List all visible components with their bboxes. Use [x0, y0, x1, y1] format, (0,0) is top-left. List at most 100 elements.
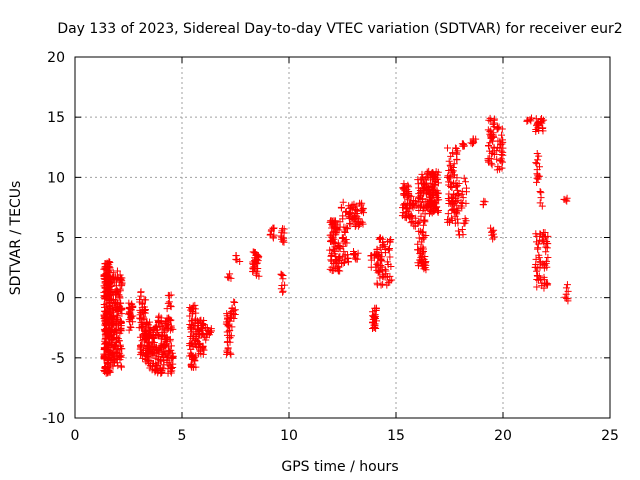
data-point — [375, 252, 383, 260]
data-point — [452, 183, 460, 191]
data-point — [429, 189, 437, 197]
data-point — [417, 212, 425, 220]
data-point — [379, 238, 387, 246]
data-point — [448, 198, 456, 206]
data-point — [533, 120, 541, 128]
data-point — [346, 214, 354, 222]
data-point — [112, 338, 120, 346]
data-point — [370, 324, 378, 332]
data-point — [229, 309, 237, 317]
data-point — [160, 361, 168, 369]
data-point — [278, 281, 286, 289]
data-point — [116, 352, 124, 360]
data-point — [164, 342, 172, 350]
data-point — [192, 309, 200, 317]
data-point — [105, 263, 113, 271]
data-point — [497, 150, 505, 158]
data-point — [107, 295, 115, 303]
data-point — [101, 337, 109, 345]
data-point — [116, 341, 124, 349]
data-point — [386, 238, 394, 246]
data-point — [115, 291, 123, 299]
data-point — [106, 361, 114, 369]
data-point — [106, 291, 114, 299]
data-point — [455, 179, 463, 187]
data-point — [423, 199, 431, 207]
data-point — [107, 283, 115, 291]
data-point — [426, 193, 434, 201]
data-point — [372, 325, 380, 333]
data-point — [193, 326, 201, 334]
data-point — [358, 206, 366, 214]
data-point — [227, 314, 235, 322]
data-point — [254, 254, 262, 262]
data-point — [560, 196, 568, 204]
data-point — [277, 235, 285, 243]
data-point — [544, 253, 552, 261]
data-point — [110, 342, 118, 350]
data-point — [562, 284, 570, 292]
data-point — [168, 349, 176, 357]
data-point — [536, 187, 544, 195]
data-point — [383, 258, 391, 266]
data-point — [186, 312, 194, 320]
data-point — [100, 292, 108, 300]
y-tick-label: 5 — [56, 231, 65, 247]
data-point — [113, 333, 121, 341]
data-point — [195, 350, 203, 358]
data-point — [487, 127, 495, 135]
data-point — [352, 251, 360, 259]
data-point — [277, 285, 285, 293]
data-point — [400, 189, 408, 197]
data-point — [231, 306, 239, 314]
data-point — [137, 292, 145, 300]
data-point — [450, 160, 458, 168]
data-point — [279, 275, 287, 283]
data-point — [231, 299, 239, 307]
data-point — [224, 322, 232, 330]
data-point — [367, 263, 375, 271]
data-point — [186, 320, 194, 328]
data-point — [162, 347, 170, 355]
data-point — [417, 254, 425, 262]
y-tick-label: 10 — [47, 170, 65, 186]
data-point — [532, 115, 540, 123]
data-point — [539, 237, 547, 245]
data-point — [490, 226, 498, 234]
data-point — [372, 306, 380, 314]
data-point — [164, 291, 172, 299]
data-point — [407, 219, 415, 227]
data-point — [542, 259, 550, 267]
data-point — [410, 200, 418, 208]
data-point — [455, 231, 463, 239]
data-point — [486, 147, 494, 155]
data-point — [488, 161, 496, 169]
data-point — [165, 298, 173, 306]
data-point — [117, 362, 125, 370]
data-point — [498, 140, 506, 148]
data-point — [166, 359, 174, 367]
data-point — [140, 303, 148, 311]
data-point — [153, 361, 161, 369]
data-point — [167, 346, 175, 354]
data-point — [128, 303, 136, 311]
data-point — [532, 255, 540, 263]
data-point — [375, 268, 383, 276]
data-point — [223, 348, 231, 356]
data-point — [419, 245, 427, 253]
data-point — [169, 325, 177, 333]
data-point — [386, 277, 394, 285]
data-point — [109, 269, 117, 277]
data-point — [533, 122, 541, 130]
data-point — [489, 148, 497, 156]
data-point — [348, 201, 356, 209]
data-point — [408, 213, 416, 221]
data-point — [367, 252, 375, 260]
data-point — [164, 321, 172, 329]
data-point — [142, 355, 150, 363]
data-point — [266, 230, 274, 238]
data-point — [250, 263, 258, 271]
data-point — [450, 171, 458, 179]
data-point — [226, 338, 234, 346]
data-point — [449, 149, 457, 157]
